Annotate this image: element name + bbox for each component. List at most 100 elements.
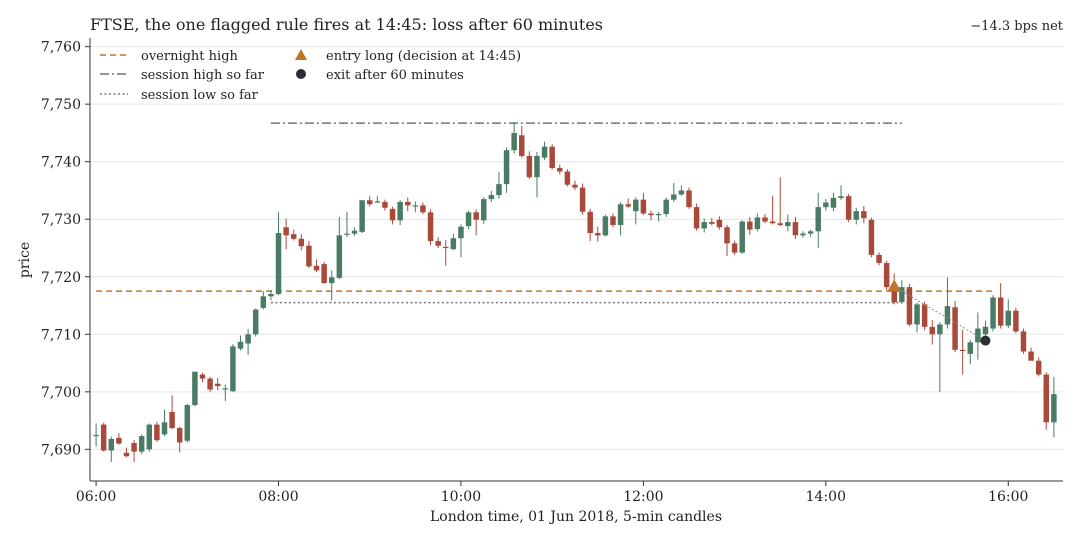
candle-body [382,201,388,208]
x-tick-label: 16:00 [988,489,1028,505]
candle-body [359,200,365,232]
candle-body [579,187,586,212]
candle-body [260,296,267,308]
candle-body [169,411,175,429]
candle-body [458,226,464,239]
x-tick-label: 14:00 [806,489,846,505]
candle-body [769,221,776,224]
candle-body [686,190,692,208]
candle-body [275,233,282,295]
candle-body [982,326,989,335]
candle-body [481,199,487,221]
candle-body [496,184,502,196]
candle-body [914,304,920,325]
candle-body [465,212,472,227]
candle-body [731,243,738,253]
y-tick-label: 7,750 [41,97,81,113]
candle-body [754,217,761,230]
candle-body [671,194,677,200]
candle-body [450,238,457,250]
candle-body [290,234,297,239]
y-tick-label: 7,690 [41,442,81,458]
candle-body [921,304,928,327]
candle-body [823,202,829,208]
candle-body [739,221,745,253]
candle-body [313,265,320,271]
candle-body [959,349,966,352]
candle-body [161,422,168,435]
candle-body [709,222,715,224]
legend-label: overnight high [141,49,239,64]
candle-body [663,199,669,215]
candle-body [876,254,882,263]
candle-body [853,211,859,220]
y-tick-label: 7,730 [41,212,81,228]
y-tick-label: 7,720 [41,270,81,286]
axes: 7,690 7,700 7,710 7,720 7,730 7,740 7,750 7,760… [41,38,1063,505]
candle-body [420,205,426,213]
candle-body [336,235,343,278]
y-tick-label: 7,710 [41,327,81,343]
candle-body [252,309,259,335]
candle-body [716,219,723,228]
candle-body [435,241,441,246]
net-result-annotation: −14.3 bps net [970,19,1063,34]
candle-body [321,264,327,284]
candle-body [557,168,563,172]
y-tick-label: 7,760 [41,40,81,56]
trade-path-line [893,286,986,342]
candle-body [845,196,852,220]
candle-body [397,201,403,221]
candle-body [526,155,533,178]
candle-body [640,199,647,214]
candle-body [116,437,122,444]
y-axis-label: price [17,242,33,278]
candle-body [967,342,973,354]
candle-body [534,155,540,178]
candle-body [1005,310,1012,326]
candle-body [298,238,305,247]
candle-body [367,200,373,205]
legend-entry-marker-swatch [295,49,307,60]
candle-body [131,443,137,452]
level-lines [96,122,994,304]
candle-body [230,346,236,392]
chart-title: FTSE, the one flagged rule fires at 14:4… [90,15,603,34]
candle-body [693,207,700,229]
candle-body [997,297,1004,326]
candle-body [701,222,707,229]
candle-body [412,205,419,207]
candle-body [777,223,783,225]
candle-body [648,213,654,216]
candle-body [488,195,495,200]
candle-body [899,287,905,303]
candle-body [785,222,791,227]
candle-body [176,428,183,443]
legend-label: session high so far [141,68,265,83]
candle-body [146,424,153,450]
candle-body [929,326,935,335]
candle-body [807,231,814,234]
candle-body [100,424,107,451]
candle-body [952,307,958,350]
candle-body [138,436,145,452]
candle-body [975,328,981,343]
candle-body [564,171,571,185]
candle-body [944,306,951,325]
candle-body [617,204,624,225]
candle-body [1043,374,1050,423]
candle-body [214,383,221,387]
exit-marker [980,335,991,346]
x-axis-label: London time, 01 Jun 2018, 5-min candles [430,509,722,525]
candle-body [602,216,609,236]
y-tick-label: 7,700 [41,385,81,401]
candle-body [108,439,115,451]
candle-body [937,324,943,335]
candle-body [1035,360,1042,375]
candle-body [838,196,844,198]
candle-body [655,214,662,216]
candle-body [93,434,99,437]
candle-body [473,212,479,220]
candle-body [747,221,753,230]
candle-body [192,371,198,406]
